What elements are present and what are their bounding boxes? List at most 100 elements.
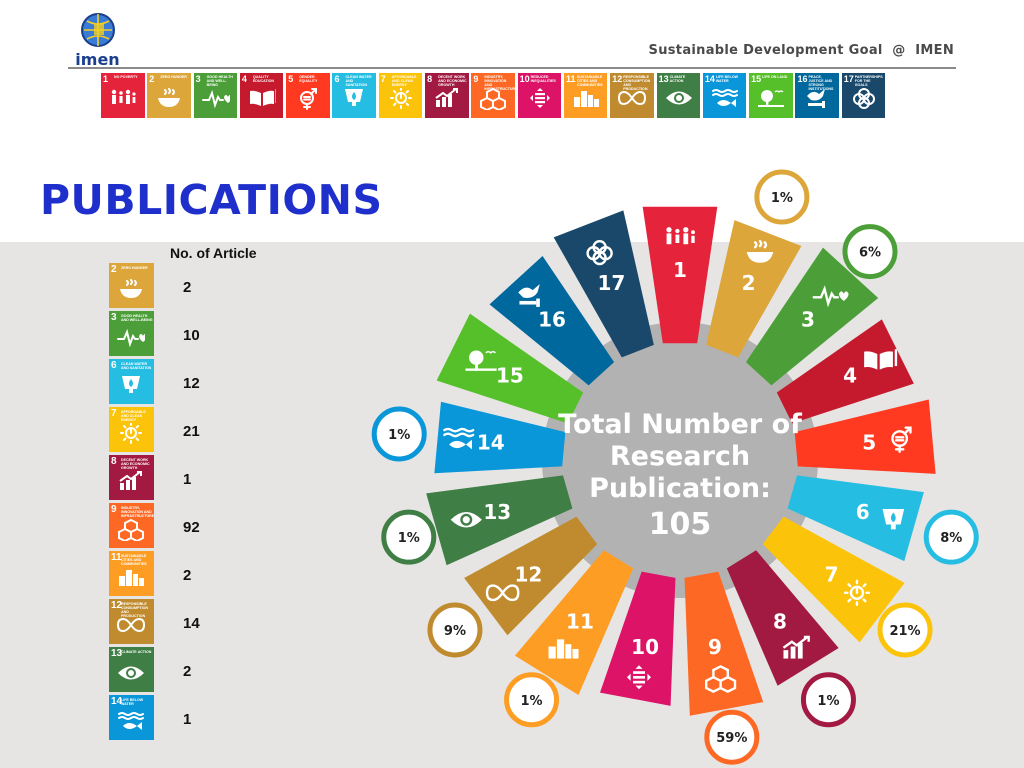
cubes-icon xyxy=(480,88,507,110)
sdg-tile-name: Life below water xyxy=(715,75,739,83)
wheel-segment-label: 11 xyxy=(566,610,594,634)
infinity-icon xyxy=(117,617,145,633)
sdg-tile-name: Climate action xyxy=(669,75,686,83)
percent-badge-2 xyxy=(754,169,810,225)
gender-icon xyxy=(300,88,318,110)
wheel-segment-2 xyxy=(706,220,802,358)
fish-icon xyxy=(711,89,738,107)
percent-label: 9% xyxy=(444,624,466,639)
sdg-tile-name: No poverty xyxy=(114,75,138,79)
percent-badge-9 xyxy=(704,709,760,765)
sdg-tile-1: 1 No poverty xyxy=(101,73,145,118)
percent-badge-8 xyxy=(800,672,856,728)
percent-label: 1% xyxy=(388,428,410,443)
sdg-tile-9: 9 Industry, innovation and infrastructure xyxy=(471,73,515,118)
article-count: 12 xyxy=(183,375,200,392)
dove-gavel-icon xyxy=(807,89,826,108)
header-divider xyxy=(68,67,956,69)
sdg-tile-6: 6 Clean water and sanitation xyxy=(332,73,376,118)
percent-badge-6 xyxy=(923,509,979,565)
header-title: Sustainable Development Goal @ IMEN xyxy=(648,43,954,58)
sdg-tile-name: Reduced inequalities xyxy=(530,75,556,83)
heartbeat-icon xyxy=(117,328,145,348)
percent-label: 59% xyxy=(716,731,747,746)
article-count: 1 xyxy=(183,471,192,488)
sdg-tile-name: Good health and well-being xyxy=(206,75,233,87)
sdg-tile-number: 6 xyxy=(334,74,340,84)
article-count: 2 xyxy=(183,279,192,296)
sdg-tile-13: 13 Climate action xyxy=(109,647,154,692)
sdg-tile-17: 17 Partnerships for the goals xyxy=(841,73,886,118)
sdg-tile-name: Zero hunger xyxy=(160,75,187,79)
family-icon xyxy=(666,227,695,245)
wheel-segment-17 xyxy=(553,210,654,358)
sdg-tile-number: 3 xyxy=(111,312,117,323)
fish-icon xyxy=(118,712,144,730)
wheel-segment-label: 3 xyxy=(801,308,815,332)
sdg-tile-name: Clean water and sanitation xyxy=(345,75,372,87)
water-drop-icon xyxy=(882,508,905,530)
sdg-tile-name: Affordable and clean energy xyxy=(121,410,146,422)
percent-badge-11 xyxy=(504,672,560,728)
bowl-icon xyxy=(158,88,181,107)
percent-label: 8% xyxy=(940,531,962,546)
wheel-segment-label: 5 xyxy=(862,430,876,454)
sdg-tile-3: 3 Good health and well-being xyxy=(109,311,154,356)
sdg-tile-number: 16 xyxy=(797,74,808,84)
percent-label: 6% xyxy=(859,246,881,261)
sdg-tile-name: Affordable and clean energy xyxy=(391,75,417,87)
wheel-center-disc xyxy=(542,322,818,598)
sdg-tile-number: 9 xyxy=(473,74,479,84)
wheel-segment-16 xyxy=(489,255,615,386)
tree-icon xyxy=(465,350,497,371)
wheel-segment-8 xyxy=(726,550,839,686)
sdg-tile-7: 7 Affordable and clean energy xyxy=(109,407,154,452)
sdg-tile-name: Responsible consumption and production xyxy=(121,602,148,618)
article-count: 10 xyxy=(183,327,200,344)
gender-icon xyxy=(891,426,912,453)
sdg-tile-14: 14 Life below water xyxy=(109,695,154,740)
wheel-segment-label: 13 xyxy=(483,500,511,524)
article-count: 14 xyxy=(183,615,200,632)
sdg-tile-name: Gender equality xyxy=(299,75,318,83)
growth-chart-icon xyxy=(119,471,142,490)
wheel-segment-7 xyxy=(762,516,905,643)
sdg-tile-name: Decent work and economic growth xyxy=(438,75,467,87)
sdg-tile-name: Industry, innovation and infrastructure xyxy=(121,506,154,518)
fish-icon xyxy=(443,427,475,450)
sdg-tile-number: 11 xyxy=(111,552,122,563)
wheel-segment-label: 14 xyxy=(477,430,505,454)
sdg-tile-number: 8 xyxy=(111,456,117,467)
wheel-segment-label: 6 xyxy=(856,500,870,524)
water-drop-icon xyxy=(122,376,140,393)
percent-badge-7 xyxy=(877,602,933,658)
sdg-tile-name: Sustainable cities and communities xyxy=(121,554,147,566)
cubes-icon xyxy=(704,665,737,693)
sdg-tile-name: Decent work and economic growth xyxy=(121,458,150,470)
sdg-tile-number: 14 xyxy=(704,74,715,84)
sdg-tile-number: 10 xyxy=(519,74,530,84)
percent-label: 1% xyxy=(521,694,543,709)
wheel-segment-5 xyxy=(794,399,936,474)
growth-chart-icon xyxy=(782,635,810,659)
tree-icon xyxy=(758,90,785,107)
growth-chart-icon xyxy=(435,88,459,107)
imen-logo: imen xyxy=(75,13,120,69)
rings-icon xyxy=(586,239,613,266)
sdg-tile-number: 14 xyxy=(111,696,123,707)
wheel-segment-label: 8 xyxy=(773,610,787,634)
sdg-tile-12: 12 Responsible consumption and production xyxy=(610,73,654,118)
sdg-tile-number: 5 xyxy=(288,74,294,84)
sdg-tile-13: 13 Climate action xyxy=(656,73,701,118)
sdg-tile-number: 7 xyxy=(380,74,386,84)
city-icon xyxy=(573,91,599,107)
sdg-tile-number: 17 xyxy=(843,74,854,84)
sdg-tile-7: 7 Affordable and clean energy xyxy=(378,73,423,118)
sdg-tile-name: Life below water xyxy=(121,698,144,706)
eye-globe-icon xyxy=(118,666,144,680)
rings-icon xyxy=(852,88,875,109)
cubes-icon xyxy=(118,519,144,541)
percent-label: 1% xyxy=(398,531,420,546)
wheel-segment-15 xyxy=(436,313,584,424)
